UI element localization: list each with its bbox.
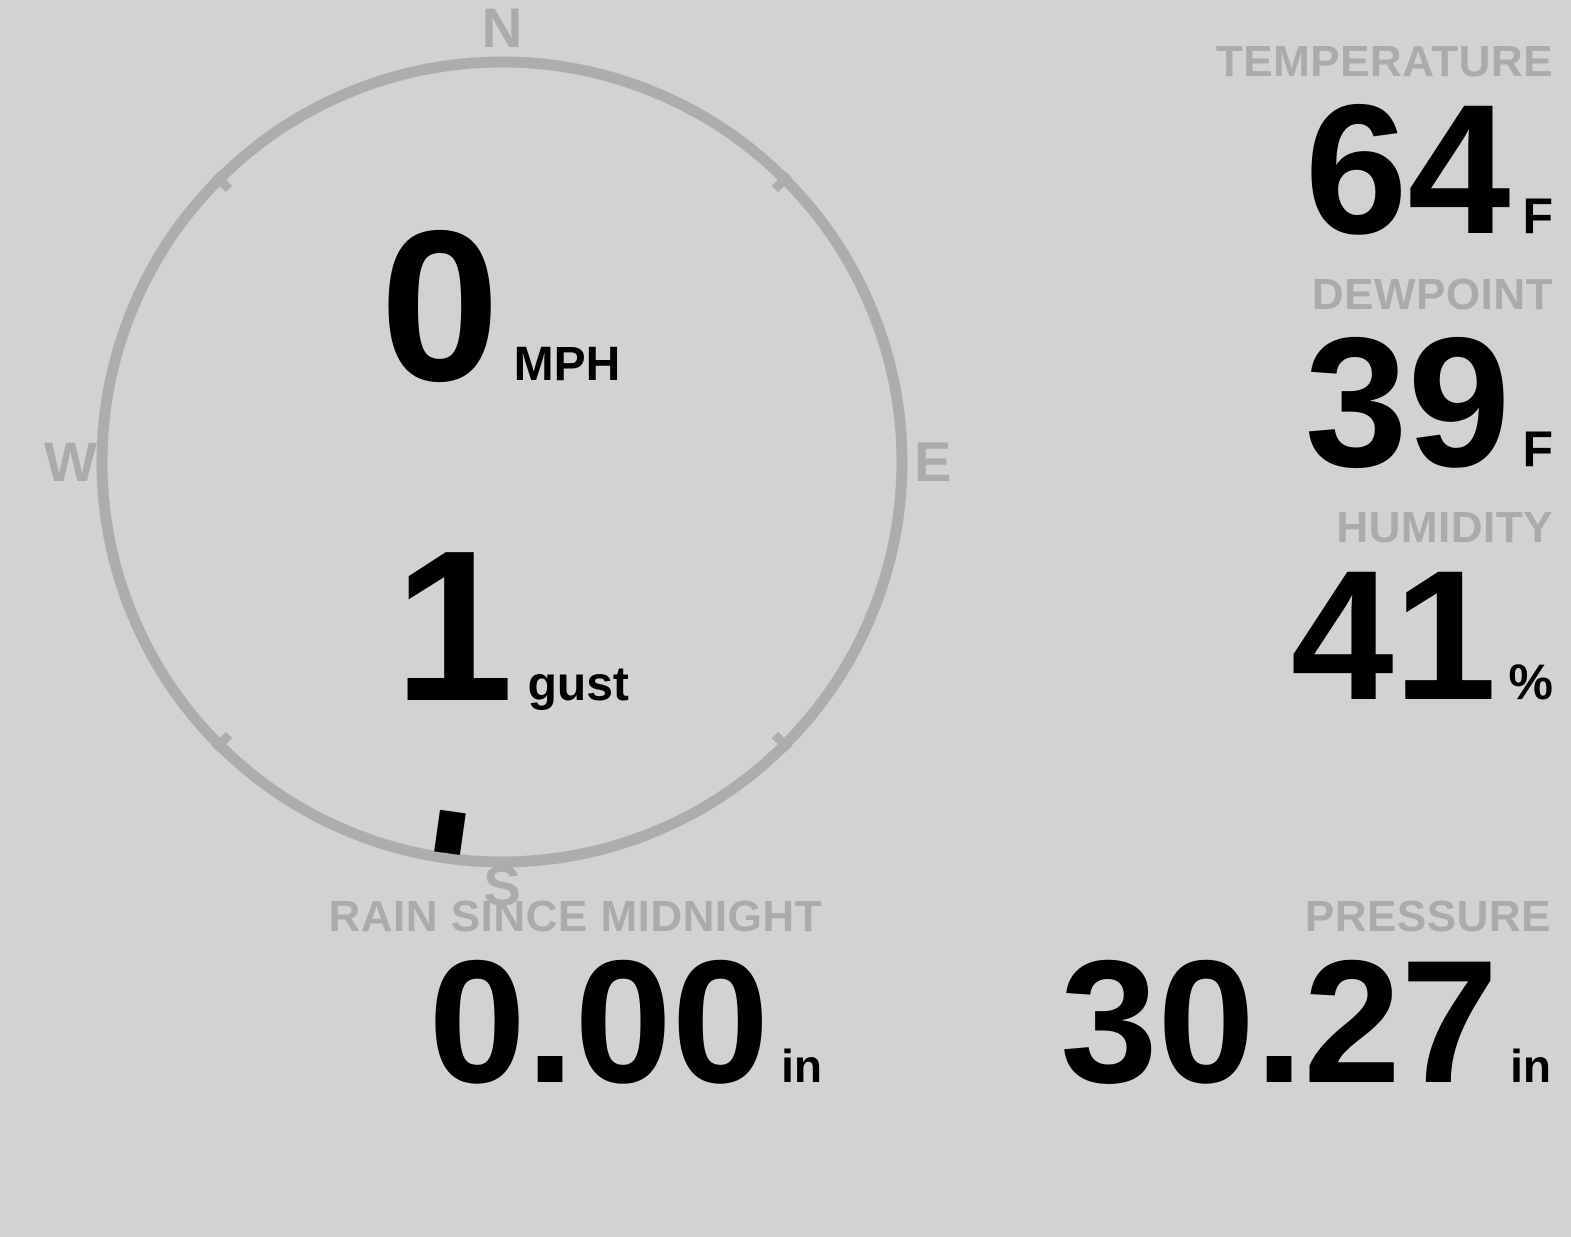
compass-label-east: E: [914, 430, 952, 493]
wind-dial-graphic: [96, 56, 908, 868]
dewpoint-value-row: 39 F: [933, 311, 1553, 496]
temperature-value: 64: [1304, 67, 1511, 273]
pressure-label: PRESSURE: [1304, 892, 1551, 941]
humidity-unit: %: [1508, 654, 1553, 710]
compass-label-west: W: [44, 430, 97, 493]
humidity-label: HUMIDITY: [1336, 503, 1553, 552]
dewpoint-unit: F: [1522, 421, 1553, 477]
wind-direction-marker: [434, 809, 466, 855]
compass-tick: [211, 171, 233, 193]
metrics-column: TEMPERATURE 64 F DEWPOINT 39 F HUMIDITY …: [933, 40, 1553, 739]
humidity-value-row: 41 %: [933, 544, 1553, 729]
rain-label: RAIN SINCE MIDNIGHT: [328, 892, 822, 941]
wind-direction-indicator: [434, 809, 466, 855]
pressure-value-row: 30.27 in: [820, 935, 1551, 1110]
rain-value-row: 0.00 in: [2, 925, 823, 1120]
temperature-label: TEMPERATURE: [1215, 37, 1553, 86]
temperature-unit: F: [1522, 188, 1553, 244]
compass-label-south: S: [483, 854, 521, 917]
metric-dewpoint: DEWPOINT 39 F: [933, 273, 1553, 496]
wind-speed-value: 0: [380, 185, 500, 426]
rain-unit: in: [781, 1040, 822, 1092]
pressure-unit: in: [1510, 1040, 1551, 1092]
bottom-metrics-row: RAIN SINCE MIDNIGHT 0.00 in PRESSURE 30.…: [0, 895, 1571, 1155]
rain-value: 0.00: [428, 925, 770, 1120]
compass-tick: [771, 171, 793, 193]
compass-tick: [771, 731, 793, 753]
compass-tick-group: [211, 171, 793, 753]
metric-pressure: PRESSURE 30.27 in: [820, 892, 1551, 1111]
temperature-value-row: 64 F: [933, 78, 1553, 263]
compass-tick: [211, 731, 233, 753]
metric-humidity: HUMIDITY 41 %: [933, 506, 1553, 729]
compass-label-north: N: [481, 0, 523, 59]
compass-dial-circle: [96, 56, 908, 868]
dewpoint-value: 39: [1304, 300, 1511, 506]
wind-speed-readout: 0 MPH: [380, 198, 620, 413]
wind-compass: N E S W 0 MPH 1 gust: [44, 0, 951, 914]
humidity-value: 41: [1290, 533, 1497, 739]
pressure-value: 30.27: [1060, 925, 1499, 1120]
wind-gust-unit: gust: [527, 658, 629, 711]
wind-gust-readout: 1 gust: [394, 518, 629, 733]
dewpoint-label: DEWPOINT: [1311, 270, 1553, 319]
wind-speed-unit: MPH: [513, 338, 621, 391]
wind-gust-value: 1: [394, 505, 514, 746]
metric-temperature: TEMPERATURE 64 F: [933, 40, 1553, 263]
metric-rain: RAIN SINCE MIDNIGHT 0.00 in: [2, 892, 823, 1120]
